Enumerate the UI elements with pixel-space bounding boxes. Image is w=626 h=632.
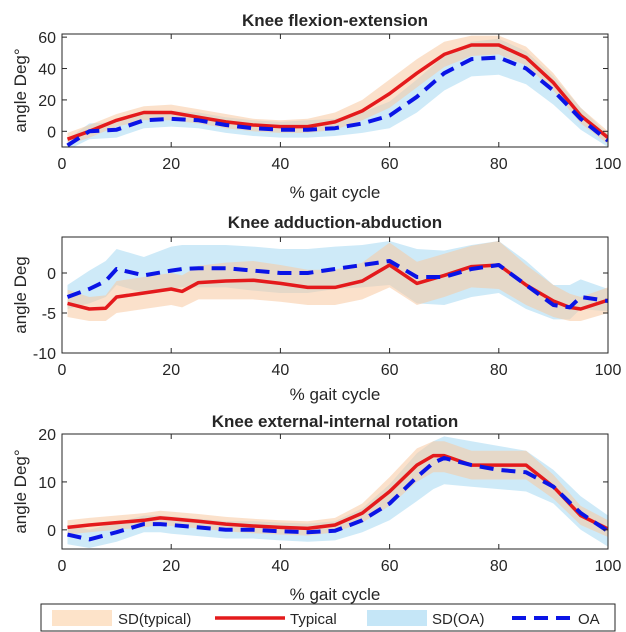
chart-title: Knee adduction-abduction [228,213,442,232]
legend-swatch [52,610,112,626]
x-tick-label: 60 [381,558,399,575]
x-tick-label: 0 [58,362,67,379]
legend: SD(typical) Typical SD(OA) OA [40,603,616,632]
panel-3: 0 20 40 60 80 100 0 10 20 Knee external-internal … [11,412,621,604]
plot-area [66,241,608,321]
band-sd-typical [67,241,608,321]
y-tick-label: 0 [47,523,56,540]
y-tick-label: -10 [33,346,56,363]
chart-title: Knee flexion-extension [242,11,428,30]
axes-box [61,236,609,354]
legend-label: SD(OA) [432,611,485,628]
y-tick-label: 40 [38,62,56,79]
legend-label: Typical [290,611,337,628]
line-typical [67,453,608,531]
y-tick-label: 60 [38,30,56,47]
legend-item-sd-oa-: SD(OA) [367,610,485,628]
line-oa [66,259,608,310]
panel-2: 0 20 40 60 80 100 -10 -5 0 Knee adduction-abducti… [11,213,621,404]
x-axis-label: % gait cycle [290,585,381,604]
legend-item-typical: Typical [215,611,337,628]
x-tick-label: 20 [162,156,180,173]
y-tick-label: 0 [47,124,56,141]
chart-title: Knee external-internal rotation [212,412,459,431]
x-tick-label: 0 [58,156,67,173]
plot-area [66,35,608,147]
x-tick-label: 60 [381,156,399,173]
x-axis-label: % gait cycle [290,183,381,202]
y-tick-label: 20 [38,427,56,444]
x-tick-label: 40 [272,558,290,575]
x-tick-label: 20 [162,558,180,575]
x-tick-label: 60 [381,362,399,379]
y-tick-label: 0 [47,266,56,283]
line-oa [66,55,608,147]
y-axis-label: angle Deg° [11,48,30,132]
x-tick-label: 40 [272,156,290,173]
axes-box [61,433,609,550]
legend-label: OA [578,611,600,628]
y-tick-label: 20 [38,93,56,110]
legend-item-sd-typical-: SD(typical) [52,610,191,628]
x-tick-label: 40 [272,362,290,379]
x-tick-label: 100 [595,156,622,173]
x-axis-label: % gait cycle [290,385,381,404]
legend-item-oa: OA [512,611,600,628]
x-tick-label: 80 [490,362,508,379]
y-axis-label: angle Deg [11,256,30,334]
x-tick-label: 100 [595,362,622,379]
x-tick-label: 100 [595,558,622,575]
plot-area [67,436,608,548]
y-tick-label: -5 [42,306,56,323]
line-oa [67,456,608,542]
x-tick-label: 80 [490,156,508,173]
panel-1: 0 20 40 60 80 100 0 20 40 60 Knee flexion-extensio… [11,11,621,202]
legend-label: SD(typical) [118,611,191,628]
legend-swatch [367,610,427,626]
axes-box [61,33,609,148]
x-tick-label: 0 [58,558,67,575]
x-tick-label: 20 [162,362,180,379]
y-tick-label: 10 [38,475,56,492]
y-axis-label: angle Deg° [11,449,30,533]
x-tick-label: 80 [490,558,508,575]
line-typical [66,43,608,141]
